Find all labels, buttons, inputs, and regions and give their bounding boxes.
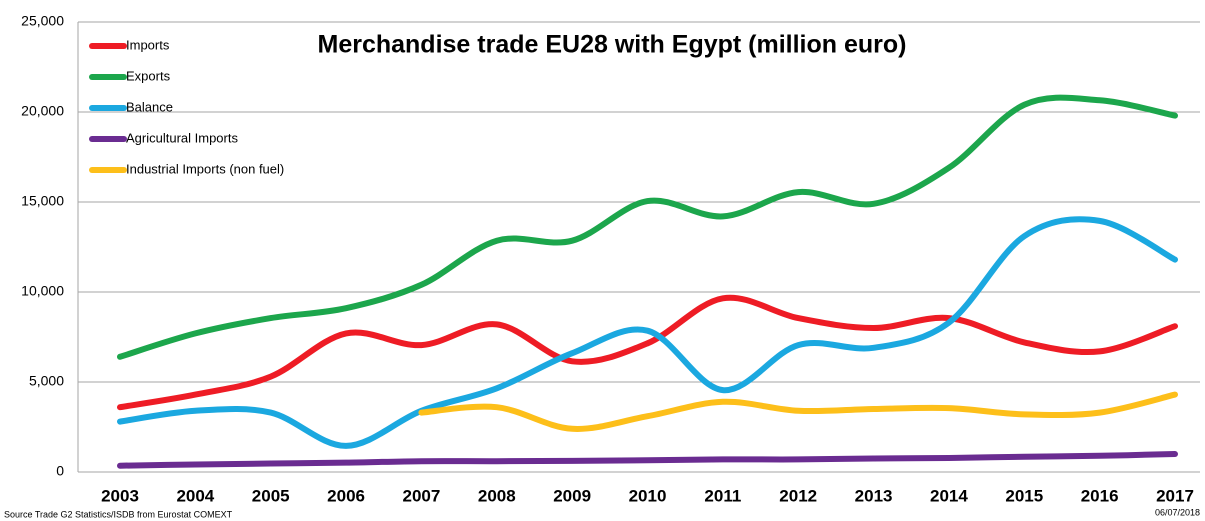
x-tick-label: 2010: [629, 486, 667, 505]
x-tick-label: 2004: [176, 486, 214, 505]
series-line: [418, 391, 1178, 432]
y-tick-label: 25,000: [21, 13, 64, 29]
legend-label: Imports: [126, 37, 170, 52]
x-tick-label: 2015: [1005, 486, 1043, 505]
x-tick-label: 2017: [1156, 486, 1194, 505]
x-tick-label: 2008: [478, 486, 516, 505]
series-line: [117, 451, 1178, 469]
source-note: Source Trade G2 Statistics/ISDB from Eur…: [4, 509, 233, 519]
series-line: [117, 216, 1178, 449]
x-tick-label: 2006: [327, 486, 365, 505]
legend-label: Industrial Imports (non fuel): [126, 161, 284, 176]
x-tick-label: 2005: [252, 486, 290, 505]
y-tick-label: 20,000: [21, 103, 64, 119]
y-tick-label: 5,000: [29, 373, 64, 389]
y-tick-label: 10,000: [21, 283, 64, 299]
x-tick-label: 2011: [704, 486, 741, 505]
y-tick-label: 0: [56, 463, 64, 479]
x-tick-label: 2013: [855, 486, 893, 505]
x-tick-label: 2012: [779, 486, 817, 505]
legend-label: Agricultural Imports: [126, 130, 238, 145]
x-tick-label: 2007: [403, 486, 441, 505]
legend-label: Exports: [126, 68, 171, 83]
x-tick-label: 2003: [101, 486, 139, 505]
y-tick-label: 15,000: [21, 193, 64, 209]
chart-title: Merchandise trade EU28 with Egypt (milli…: [318, 31, 907, 59]
date-note: 06/07/2018: [1155, 507, 1200, 517]
x-tick-label: 2016: [1081, 486, 1119, 505]
x-tick-label: 2014: [930, 486, 968, 505]
series-line: [117, 294, 1178, 411]
series-line: [117, 94, 1178, 360]
legend-label: Balance: [126, 99, 173, 114]
x-tick-label: 2009: [553, 486, 591, 505]
